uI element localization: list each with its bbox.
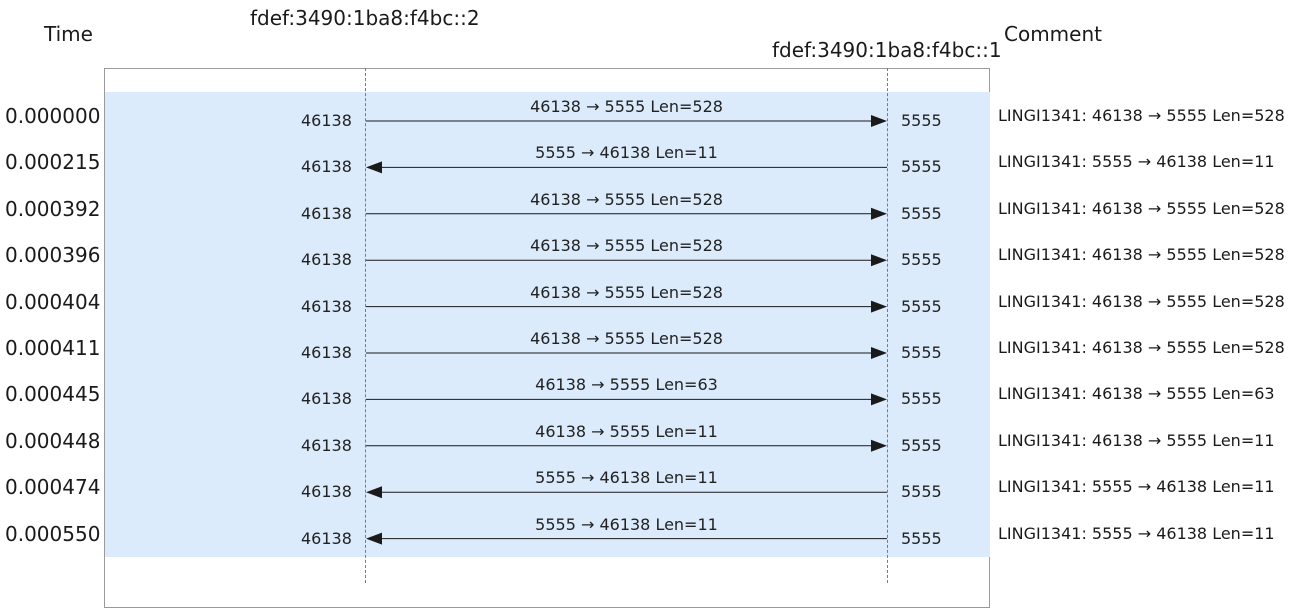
row-right-port: 5555 [901, 343, 942, 362]
row-time: 0.000411 [5, 336, 101, 360]
row-packet-label: 46138 → 5555 Len=528 [530, 236, 723, 256]
row-left-port: 46138 [301, 250, 352, 270]
flow-arrowhead-icon [871, 393, 887, 406]
row-time: 0.000396 [5, 243, 101, 268]
flow-arrowhead-icon [366, 532, 382, 545]
lifeline-left [365, 68, 366, 583]
comment-column-header: Comment [1004, 22, 1102, 46]
row-left-port: 46138 [301, 389, 352, 409]
flow-arrowhead-icon [871, 439, 887, 452]
time-column-header: Time [44, 22, 93, 46]
row-comment: LINGI1341: 46138 → 5555 Len=528 [998, 198, 1285, 218]
flow-arrowhead-icon [871, 115, 887, 127]
selected-rows-band [105, 92, 990, 557]
row-right-port: 5555 [901, 157, 942, 177]
host-right-label: fdef:3490:1ba8:f4bc::1 [772, 38, 1002, 62]
row-packet-label: 46138 → 5555 Len=528 [530, 329, 723, 348]
row-packet-label: 46138 → 5555 Len=528 [530, 97, 723, 116]
flow-arrows [366, 115, 887, 545]
flow-arrowhead-icon [871, 300, 887, 313]
flow-arrowhead-icon [871, 207, 887, 220]
row-time: 0.000445 [5, 382, 101, 407]
row-time: 0.000215 [5, 150, 101, 175]
row-right-port: 5555 [901, 296, 942, 316]
row-time: 0.000448 [5, 428, 101, 453]
host-left-label: fdef:3490:1ba8:f4bc::2 [250, 6, 480, 30]
row-time: 0.000550 [5, 521, 101, 546]
row-time: 0.000000 [5, 104, 101, 128]
row-right-port: 5555 [901, 482, 942, 502]
row-left-port: 46138 [301, 528, 352, 548]
row-packet-label: 5555 → 46138 Len=11 [535, 514, 718, 534]
row-left-port: 46138 [301, 157, 352, 177]
row-comment: LINGI1341: 46138 → 5555 Len=63 [998, 384, 1275, 404]
row-packet-label: 5555 → 46138 Len=11 [535, 468, 718, 488]
row-right-port: 5555 [901, 111, 942, 130]
row-left-port: 46138 [301, 482, 352, 502]
row-right-port: 5555 [901, 203, 942, 223]
row-comment: LINGI1341: 46138 → 5555 Len=528 [998, 245, 1285, 265]
flow-arrowhead-icon [366, 161, 382, 174]
row-left-port: 46138 [301, 296, 352, 316]
row-comment: LINGI1341: 5555 → 46138 Len=11 [998, 152, 1275, 172]
row-right-port: 5555 [901, 250, 942, 270]
row-right-port: 5555 [901, 389, 942, 409]
row-comment: LINGI1341: 46138 → 5555 Len=528 [998, 291, 1285, 311]
row-right-port: 5555 [901, 435, 942, 455]
row-comment: LINGI1341: 46138 → 5555 Len=11 [998, 430, 1275, 450]
flow-arrowhead-icon [871, 347, 887, 359]
row-packet-label: 46138 → 5555 Len=63 [535, 375, 718, 395]
flow-arrowhead-icon [366, 486, 382, 499]
row-comment: LINGI1341: 5555 → 46138 Len=11 [998, 523, 1275, 543]
row-time: 0.000392 [5, 196, 101, 221]
row-left-port: 46138 [301, 343, 352, 362]
row-comment: LINGI1341: 46138 → 5555 Len=528 [998, 338, 1285, 357]
row-packet-label: 46138 → 5555 Len=11 [535, 421, 718, 441]
row-left-port: 46138 [301, 435, 352, 455]
lifeline-right [887, 68, 888, 583]
row-right-port: 5555 [901, 528, 942, 548]
row-packet-label: 5555 → 46138 Len=11 [535, 143, 718, 163]
row-packet-label: 46138 → 5555 Len=528 [530, 282, 723, 302]
row-left-port: 46138 [301, 203, 352, 223]
row-comment: LINGI1341: 5555 → 46138 Len=11 [998, 477, 1275, 497]
row-time: 0.000404 [5, 289, 101, 314]
row-packet-label: 46138 → 5555 Len=528 [530, 189, 723, 209]
row-time: 0.000474 [5, 475, 101, 500]
row-left-port: 46138 [301, 111, 352, 130]
row-comment: LINGI1341: 46138 → 5555 Len=528 [998, 106, 1285, 125]
flow-arrowhead-icon [871, 254, 887, 267]
